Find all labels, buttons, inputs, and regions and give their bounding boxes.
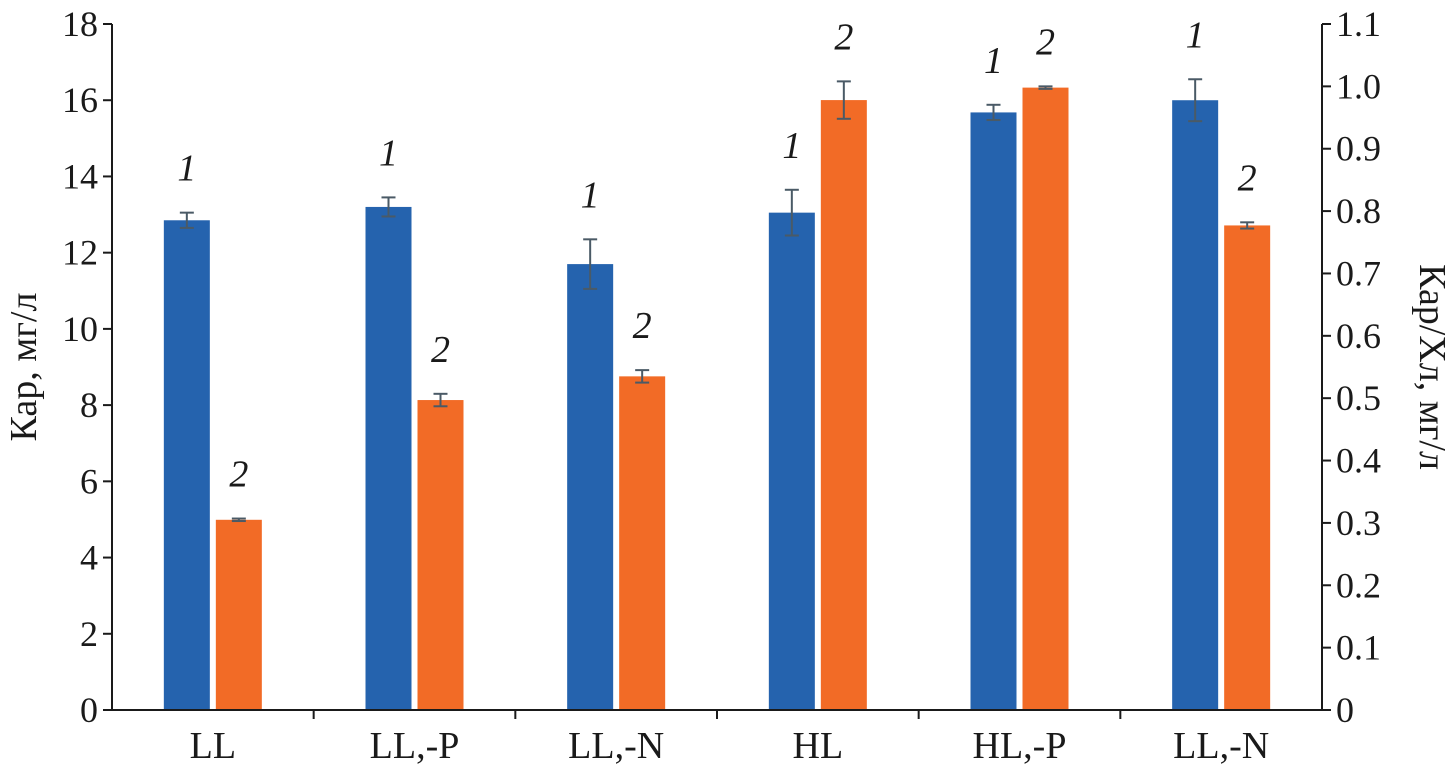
bar-label-series2-5: 2: [1238, 157, 1257, 199]
bar-label-series2-4: 2: [1036, 21, 1055, 63]
y-tick-label-3: 6: [80, 461, 98, 501]
y2-axis-title: Кар/Хл, мг/л: [1411, 264, 1451, 470]
error-bar-series2-4: [1038, 85, 1053, 90]
bar-series1-0: [163, 220, 210, 710]
y2-tick-label-8: 0.8: [1336, 191, 1381, 231]
bar-label-series2-2: 2: [633, 305, 652, 347]
y2-tick-label-6: 0.6: [1336, 316, 1381, 356]
bar-series1-5: [1172, 100, 1219, 710]
bar-series2-5: [1224, 225, 1271, 710]
bar-series2-1: [417, 400, 464, 710]
bar-series1-1: [365, 206, 412, 710]
bar-series2-0: [215, 519, 262, 710]
category-labels-layer: LL LL,-P LL,-N HL HL,-P LL,-N: [190, 725, 1270, 767]
y2-tick-label-11: 1.1: [1336, 4, 1381, 44]
y2-tick-label-1: 0.1: [1336, 628, 1381, 668]
error-bars-layer: [179, 78, 1255, 523]
bar-series2-3: [820, 100, 867, 711]
x-category-label-0: LL: [190, 725, 236, 767]
error-bar-series1-5: [1188, 78, 1203, 123]
ticks-layer: 02468101214161800.10.20.30.40.50.60.70.8…: [62, 4, 1381, 730]
y-tick-label-7: 14: [62, 156, 98, 196]
x-category-label-4: HL,-P: [973, 725, 1067, 767]
y-tick-label-9: 18: [62, 4, 98, 44]
y2-tick-label-3: 0.3: [1336, 503, 1381, 543]
y-tick-label-8: 16: [62, 80, 98, 120]
axes-layer: [111, 24, 1323, 711]
error-bar-series1-0: [179, 211, 194, 229]
bars-layer: [163, 87, 1271, 711]
y-axis-title: Кар, мг/л: [3, 293, 45, 442]
y-tick-label-2: 4: [80, 538, 98, 578]
error-bar-series2-2: [635, 369, 650, 384]
bar-label-series1-4: 1: [984, 40, 1003, 82]
bar-series1-2: [567, 264, 614, 710]
y2-tick-label-0: 0: [1336, 690, 1354, 730]
y2-tick-label-7: 0.7: [1336, 253, 1381, 293]
y2-tick-label-2: 0.2: [1336, 565, 1381, 605]
error-bar-series2-5: [1240, 221, 1255, 230]
bar-label-series2-3: 2: [834, 16, 853, 58]
error-bar-series2-1: [433, 392, 448, 408]
error-bar-series1-1: [381, 196, 396, 218]
x-category-label-1: LL,-P: [370, 725, 460, 767]
x-category-label-3: HL: [793, 725, 844, 767]
y-tick-label-0: 0: [80, 690, 98, 730]
y-tick-label-5: 10: [62, 309, 98, 349]
y2-tick-label-9: 0.9: [1336, 129, 1381, 169]
x-category-label-2: LL,-N: [568, 725, 664, 767]
y-tick-label-6: 12: [62, 233, 98, 273]
error-bar-series1-4: [986, 103, 1001, 122]
bar-label-series1-2: 1: [581, 174, 600, 216]
error-bar-series2-3: [836, 80, 851, 120]
y-tick-label-4: 8: [80, 385, 98, 425]
y2-tick-label-10: 1.0: [1336, 66, 1381, 106]
bar-series1-3: [768, 212, 815, 710]
y2-tick-label-5: 0.5: [1336, 378, 1381, 418]
bar-label-series1-0: 1: [177, 148, 196, 190]
error-bar-series2-0: [231, 517, 246, 523]
bar-label-series1-3: 1: [782, 125, 801, 167]
bar-label-series2-0: 2: [229, 454, 248, 496]
y-tick-label-1: 2: [80, 614, 98, 654]
error-bar-series1-2: [583, 238, 598, 290]
bar-label-series1-1: 1: [379, 132, 398, 174]
bar-series1-4: [970, 112, 1017, 710]
bar-series2-2: [619, 376, 666, 710]
error-bar-series1-3: [784, 188, 799, 237]
bar-label-series2-1: 2: [431, 329, 450, 371]
x-category-label-5: LL,-N: [1173, 725, 1269, 767]
bar-series2-4: [1022, 87, 1069, 711]
y2-tick-label-4: 0.4: [1336, 441, 1381, 481]
bar-label-series1-5: 1: [1186, 14, 1205, 56]
